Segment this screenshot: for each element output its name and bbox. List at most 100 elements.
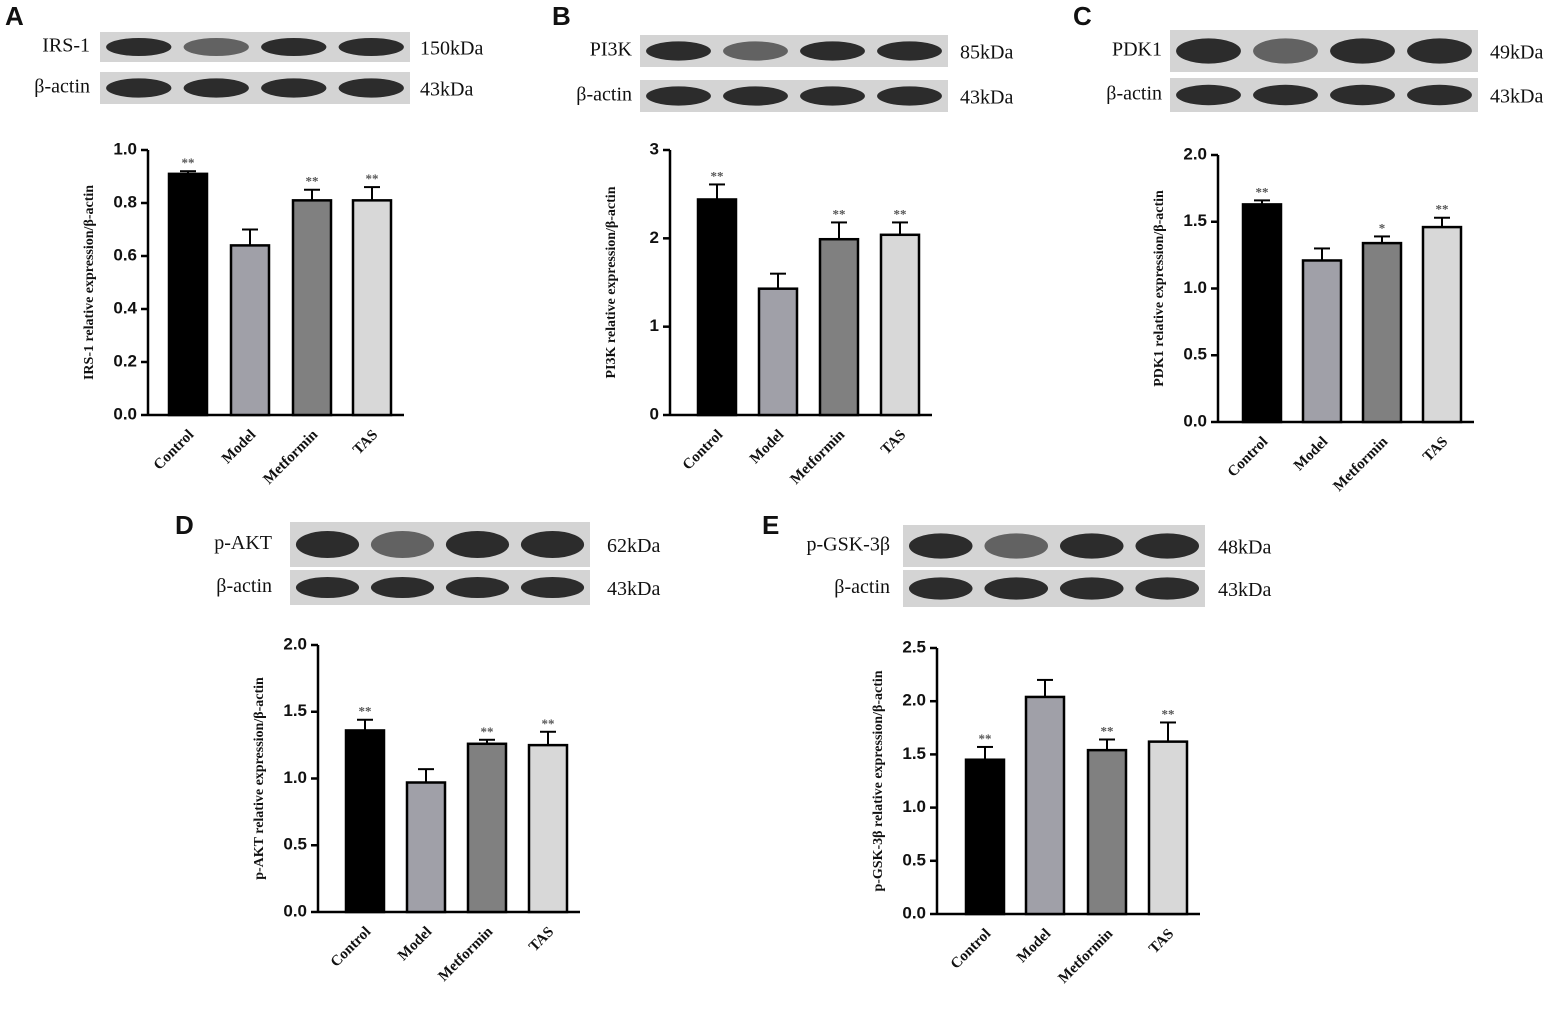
y-axis-label: PI3K relative expression/β-actin [604,186,619,378]
y-tick-label: 2.0 [902,691,926,710]
y-tick-label: 1.0 [1183,278,1207,297]
y-tick-label: 2 [650,228,659,247]
y-tick-label: 0.8 [113,192,137,211]
blot-band [1407,38,1472,64]
significance-label: ** [306,174,319,189]
blot-band [984,577,1049,600]
y-tick-label: 0.5 [902,850,926,869]
y-tick-label: 0.0 [113,404,137,423]
blot-band [1176,38,1241,64]
blot-size-label: 43kDa [420,79,473,101]
significance-label: ** [1256,184,1269,199]
blot-protein-label: PI3K [590,39,633,61]
y-tick-label: 1.0 [113,139,137,158]
significance-label: ** [1162,706,1175,721]
y-tick-label: 0.0 [283,901,307,920]
blot-band [908,533,973,559]
panel-letter: A [5,1,24,31]
y-axis-label: IRS-1 relative expression/β-actin [82,185,97,380]
blot-band [1407,84,1472,106]
blot-band [295,531,360,558]
blot-size-label: 43kDa [960,87,1013,109]
panel-letter: B [552,1,571,31]
x-tick-label: TAS [1420,434,1451,465]
blot-band [1059,577,1124,600]
blot-protein-label: PDK1 [1112,39,1162,61]
bar [167,172,209,417]
blot-band [723,41,788,61]
blot-band [261,38,327,56]
x-tick-label: Metformin [787,426,848,487]
bar [466,742,508,914]
x-tick-label: Model [219,427,259,467]
x-tick-label: Control [680,427,726,473]
chart-panel: Ep-GSK-3β 48kDa β-actin 43kDa 0.0 0.5 1.0 1.5 2.… [762,510,1271,987]
significance-label: ** [481,724,494,739]
significance-label: ** [366,171,379,186]
significance-label: * [1379,220,1386,235]
y-tick-label: 3 [650,139,659,158]
bar [229,244,271,417]
y-tick-label: 2.5 [902,637,926,656]
bar [1421,225,1463,424]
y-tick-label: 0.6 [113,245,137,264]
bar [351,199,393,417]
x-tick-label: TAS [1146,926,1177,957]
blot-band [877,86,942,106]
blot-band [723,86,788,106]
x-tick-label: Control [948,926,994,972]
y-tick-label: 2.0 [1183,144,1207,163]
blot-size-label: 150kDa [420,38,483,60]
panel-letter: C [1073,1,1092,31]
bar [964,758,1006,916]
x-tick-label: Control [1225,434,1271,480]
bar [344,729,386,914]
x-tick-label: Metformin [1055,925,1116,986]
blot-band [800,86,865,106]
bar [879,233,921,417]
significance-label: ** [979,731,992,746]
y-axis-label: p-GSK-3β relative expression/β-actin [871,670,886,891]
blot-size-label: 85kDa [960,42,1013,64]
blot-size-label: 43kDa [607,578,660,600]
blot-size-label: 48kDa [1218,537,1271,559]
blot-size-label: 49kDa [1490,42,1543,64]
blot-band [1330,84,1395,106]
y-tick-label: 1.0 [283,768,307,787]
y-tick-label: 1 [650,316,659,335]
blot-band [445,531,510,558]
significance-label: ** [1436,202,1449,217]
blot-protein-label: IRS-1 [42,35,90,57]
blot-band [338,38,404,56]
x-tick-label: Model [1291,434,1331,474]
blot-band [1135,577,1200,600]
blot-band [1059,533,1124,559]
blot-band [520,577,585,598]
x-tick-label: Control [151,427,197,473]
panel-letter: D [175,510,194,540]
blot-band [646,41,711,61]
blot-size-label: 62kDa [607,535,660,557]
significance-label: ** [359,704,372,719]
significance-label: ** [182,155,195,170]
blot-protein-label: p-AKT [214,532,272,554]
x-tick-label: Metformin [1330,433,1391,494]
significance-label: ** [833,206,846,221]
x-tick-label: Model [747,427,787,467]
panel-letter: E [762,510,779,540]
x-tick-label: Metformin [260,426,321,487]
bar [696,198,738,417]
y-tick-label: 0 [650,404,659,423]
y-tick-label: 0.5 [283,835,307,854]
blot-band [1135,533,1200,559]
y-tick-label: 0.0 [1183,411,1207,430]
blot-band [800,41,865,61]
blot-band [1330,38,1395,64]
blot-size-label: 43kDa [1218,579,1271,601]
bar [757,287,799,417]
blot-protein-label: p-GSK-3β [806,534,890,556]
bar [405,781,447,914]
blot-band [106,38,172,56]
y-tick-label: 0.0 [902,903,926,922]
x-tick-label: Control [328,924,374,970]
